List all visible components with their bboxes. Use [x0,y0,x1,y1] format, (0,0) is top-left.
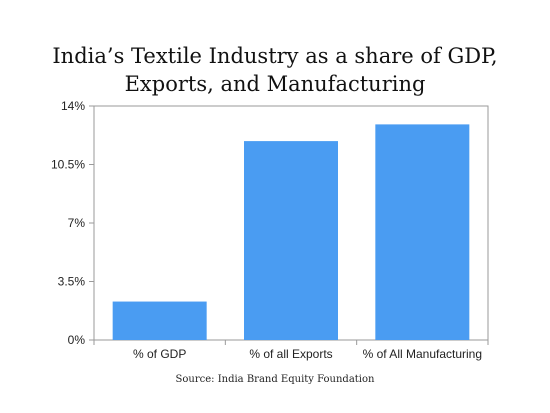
x-tick-label: % of All Manufacturing [363,347,482,361]
y-tick-label: 0% [68,333,86,347]
y-tick-label: 10.5% [51,158,85,172]
chart-title-line-2: Exports, and Manufacturing [124,72,426,96]
plot-area: 0% 3.5% 7% 10.5% 14% % of GDP % of all Exports… [51,99,489,361]
source-note: Source: India Brand Equity Foundation [175,374,375,385]
x-tick-label: % of all Exports [249,347,332,361]
x-tick-label: % of GDP [133,347,186,361]
bar [375,124,470,340]
y-tick-label: 7% [68,216,86,230]
y-tick-label: 14% [61,99,85,113]
chart-title-line-1: India’s Textile Industry as a share of G… [52,44,498,68]
bar [244,141,338,340]
chart-title: India’s Textile Industry as a share of G… [0,42,550,98]
y-tick-label: 3.5% [58,275,86,289]
bar [112,301,207,340]
